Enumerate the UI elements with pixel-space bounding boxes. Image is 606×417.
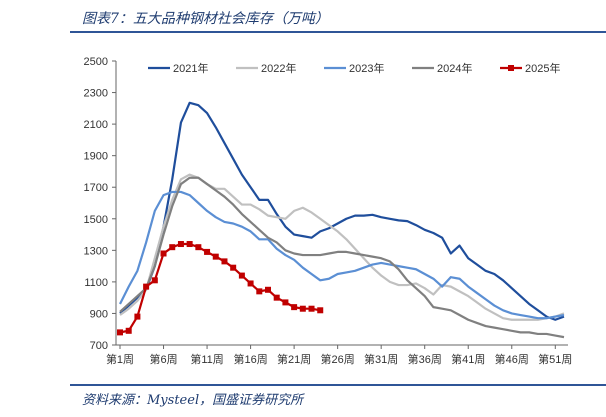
data-point [282, 299, 289, 306]
data-point [195, 244, 202, 251]
x-tick-label: 第16周 [233, 352, 267, 366]
source-divider [70, 384, 606, 386]
title-divider [70, 31, 606, 33]
y-tick-label: 1900 [84, 151, 108, 163]
data-point [134, 313, 141, 320]
series-line-2021年 [119, 101, 565, 321]
data-point [308, 305, 315, 312]
y-tick-label: 1700 [84, 182, 108, 194]
x-tick-label: 第36周 [408, 352, 442, 366]
y-tick-label: 2100 [84, 119, 108, 131]
y-tick-label: 2500 [84, 56, 108, 68]
series-line-2023年 [119, 190, 565, 320]
legend-label: 2025年 [525, 61, 560, 75]
data-point [265, 286, 271, 293]
data-point [177, 241, 184, 248]
data-point [273, 294, 280, 301]
x-tick-label: 第46周 [495, 352, 529, 366]
data-point [143, 283, 150, 290]
data-point [204, 248, 211, 255]
legend-marker [508, 65, 514, 71]
data-point [212, 253, 219, 260]
x-tick-label: 第1周 [106, 352, 134, 366]
x-tick-label: 第21周 [277, 352, 311, 366]
legend-label: 2022年 [261, 61, 296, 75]
data-point [317, 307, 324, 314]
data-point [160, 250, 167, 257]
source-note: 资料来源：Mysteel，国盛证券研究所 [82, 393, 304, 408]
chart-title: 图表7：五大品种钢材社会库存（万吨） [82, 11, 329, 27]
x-tick-label: 第6周 [149, 352, 177, 366]
series-line-2024年 [119, 176, 565, 339]
data-point [221, 258, 228, 265]
x-tick-label: 第11周 [190, 352, 223, 366]
y-tick-label: 1300 [84, 245, 108, 257]
x-tick-label: 第51周 [538, 352, 572, 366]
y-tick-label: 900 [90, 308, 108, 320]
legend-label: 2023年 [349, 61, 384, 75]
x-tick-label: 第26周 [321, 352, 355, 366]
data-point [256, 288, 263, 295]
data-point [169, 244, 176, 251]
data-point [247, 280, 254, 287]
x-tick-label: 第31周 [364, 352, 398, 366]
data-point [291, 304, 298, 311]
data-point [117, 329, 123, 336]
data-point [238, 272, 245, 279]
x-tick-label: 第41周 [451, 352, 485, 366]
data-point [299, 305, 306, 312]
data-point [151, 277, 158, 284]
data-point [186, 241, 193, 248]
data-point [125, 327, 132, 334]
y-tick-label: 700 [90, 340, 108, 352]
legend-label: 2021年 [173, 61, 208, 75]
y-tick-label: 1100 [84, 277, 108, 289]
series-line-2022年 [119, 173, 565, 321]
y-tick-label: 2300 [84, 88, 108, 100]
legend-label: 2024年 [437, 61, 472, 75]
data-point [230, 264, 237, 271]
y-tick-label: 1500 [84, 214, 108, 226]
